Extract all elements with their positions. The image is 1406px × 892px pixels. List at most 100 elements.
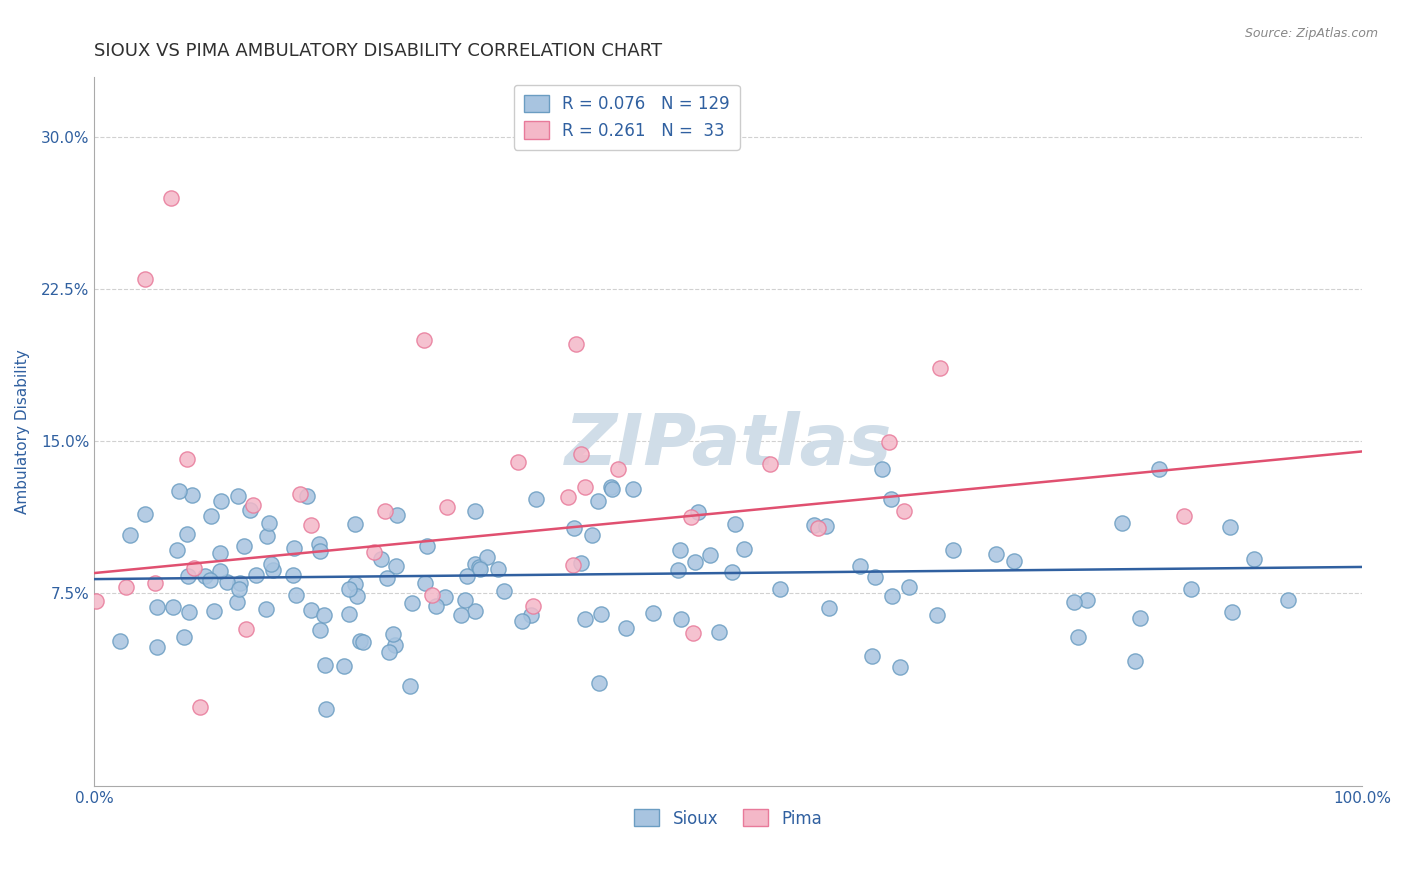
Point bbox=[574, 480, 596, 494]
Point bbox=[614, 621, 637, 635]
Point bbox=[134, 507, 156, 521]
Point bbox=[166, 542, 188, 557]
Point bbox=[508, 455, 530, 469]
Point bbox=[803, 517, 825, 532]
Point bbox=[865, 570, 887, 584]
Point bbox=[385, 558, 408, 573]
Point bbox=[574, 611, 596, 625]
Point bbox=[889, 660, 911, 674]
Point bbox=[183, 561, 205, 575]
Point bbox=[159, 191, 181, 205]
Point bbox=[464, 504, 486, 518]
Point bbox=[420, 588, 443, 602]
Point bbox=[352, 635, 374, 649]
Point bbox=[468, 560, 491, 574]
Point bbox=[162, 599, 184, 614]
Point bbox=[557, 490, 579, 504]
Point bbox=[370, 552, 392, 566]
Point bbox=[849, 558, 872, 573]
Point bbox=[208, 546, 231, 560]
Point bbox=[1147, 462, 1170, 476]
Point bbox=[343, 517, 366, 532]
Point bbox=[1180, 582, 1202, 596]
Point bbox=[120, 528, 142, 542]
Point bbox=[146, 640, 169, 654]
Point bbox=[384, 638, 406, 652]
Point bbox=[464, 557, 486, 571]
Point bbox=[425, 599, 447, 614]
Point bbox=[202, 604, 225, 618]
Point bbox=[561, 558, 583, 573]
Point bbox=[239, 502, 262, 516]
Point bbox=[564, 521, 586, 535]
Point bbox=[707, 625, 730, 640]
Point bbox=[565, 336, 588, 351]
Point bbox=[308, 537, 330, 551]
Point bbox=[399, 679, 422, 693]
Point bbox=[1002, 553, 1025, 567]
Point bbox=[1173, 509, 1195, 524]
Point bbox=[1243, 551, 1265, 566]
Point bbox=[145, 600, 167, 615]
Point bbox=[228, 576, 250, 591]
Point bbox=[464, 604, 486, 618]
Point bbox=[228, 489, 250, 503]
Point bbox=[297, 489, 319, 503]
Point bbox=[682, 625, 704, 640]
Point bbox=[524, 491, 547, 506]
Point bbox=[492, 583, 515, 598]
Point bbox=[226, 595, 249, 609]
Point bbox=[387, 508, 409, 522]
Point bbox=[416, 539, 439, 553]
Point bbox=[308, 544, 330, 558]
Point bbox=[880, 589, 903, 603]
Point bbox=[769, 582, 792, 596]
Point bbox=[262, 563, 284, 577]
Point bbox=[181, 488, 204, 502]
Point bbox=[283, 541, 305, 555]
Point bbox=[683, 555, 706, 569]
Point bbox=[569, 557, 592, 571]
Point bbox=[177, 605, 200, 619]
Point bbox=[308, 623, 330, 637]
Point bbox=[134, 272, 156, 286]
Point bbox=[209, 493, 232, 508]
Point bbox=[898, 580, 921, 594]
Point bbox=[299, 518, 322, 533]
Point bbox=[245, 567, 267, 582]
Point bbox=[699, 548, 721, 562]
Point bbox=[209, 565, 232, 579]
Point bbox=[260, 558, 283, 572]
Point bbox=[242, 498, 264, 512]
Point bbox=[877, 435, 900, 450]
Point bbox=[986, 548, 1008, 562]
Point bbox=[228, 582, 250, 597]
Point bbox=[374, 504, 396, 518]
Point bbox=[363, 545, 385, 559]
Point bbox=[200, 508, 222, 523]
Point bbox=[188, 700, 211, 714]
Point bbox=[468, 562, 491, 576]
Point bbox=[588, 494, 610, 508]
Point bbox=[475, 550, 498, 565]
Point bbox=[1123, 654, 1146, 668]
Point bbox=[641, 606, 664, 620]
Point bbox=[401, 596, 423, 610]
Point bbox=[724, 516, 747, 531]
Point bbox=[733, 542, 755, 557]
Point bbox=[880, 491, 903, 506]
Text: SIOUX VS PIMA AMBULATORY DISABILITY CORRELATION CHART: SIOUX VS PIMA AMBULATORY DISABILITY CORR… bbox=[94, 42, 662, 60]
Point bbox=[332, 659, 354, 673]
Point bbox=[893, 504, 915, 518]
Point bbox=[621, 482, 644, 496]
Point bbox=[815, 519, 838, 533]
Point bbox=[436, 500, 458, 515]
Point bbox=[522, 599, 544, 613]
Text: ZIPatlas: ZIPatlas bbox=[565, 411, 891, 480]
Point bbox=[346, 589, 368, 603]
Point bbox=[759, 457, 782, 471]
Point bbox=[600, 480, 623, 494]
Point bbox=[235, 622, 257, 636]
Point bbox=[588, 676, 610, 690]
Point bbox=[569, 447, 592, 461]
